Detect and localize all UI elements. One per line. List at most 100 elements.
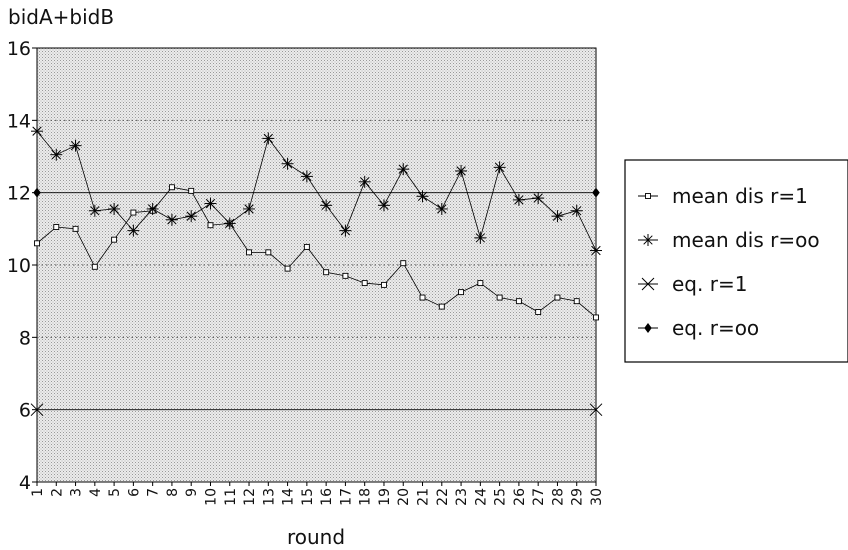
asterisk-stroke [379, 200, 389, 210]
asterisk-stroke [340, 225, 351, 236]
series-point-1 [512, 193, 525, 206]
asterisk-stroke [32, 126, 42, 136]
asterisk-stroke [643, 235, 653, 245]
asterisk-stroke [398, 164, 408, 174]
series-point-1 [146, 202, 159, 215]
y-tick-label: 4 [19, 472, 31, 494]
series-point-0 [111, 236, 118, 243]
series-point-1 [590, 244, 602, 257]
asterisk-stroke [475, 233, 486, 243]
x-tick-label: 20 [396, 488, 412, 506]
series-point-1 [262, 132, 275, 145]
asterisk-stroke [591, 245, 601, 256]
x-tick-label: 28 [550, 488, 566, 506]
legend: mean dis r=1 mean dis r=oo eq. r=1 eq. r=oo [624, 159, 848, 363]
x-tick-label: 26 [512, 488, 528, 506]
series-point-0 [168, 184, 175, 191]
y-axis-title: bidA+bidB [8, 5, 114, 29]
series-point-1 [339, 224, 352, 237]
legend-label-2: eq. r=1 [672, 272, 747, 296]
series-point-1 [416, 190, 429, 203]
series-markers [30, 125, 603, 417]
x-tick-label: 4 [88, 488, 104, 497]
series-point-1 [358, 175, 371, 188]
series-point-0 [130, 209, 137, 216]
asterisk-stroke [205, 198, 216, 209]
series-point-0 [535, 309, 542, 315]
series-point-1 [69, 139, 82, 152]
asterisk-stroke [225, 218, 235, 229]
asterisk-stroke [167, 215, 177, 225]
asterisk-stroke [186, 211, 196, 221]
series-point-1 [88, 204, 101, 217]
y-tick-label: 8 [19, 327, 31, 349]
x-tick-labels: 1 2 3 4 5 6 7 8 9 10 11 12 13 14 15 16 17 18 19 20 21 22 23 24 2… [30, 482, 605, 506]
asterisk-stroke [360, 177, 370, 187]
series-point-1 [474, 231, 487, 244]
asterisk-stroke [514, 195, 524, 205]
legend-label-0: mean dis r=1 [672, 184, 808, 208]
series-point-1 [204, 197, 217, 210]
x-tick-label: 8 [165, 488, 181, 497]
series-point-1 [435, 202, 448, 215]
series-point-0 [554, 294, 561, 301]
series-point-0 [400, 260, 407, 267]
asterisk-stroke [321, 200, 331, 210]
asterisk-stroke [51, 150, 61, 160]
legend-marker-0 [645, 193, 651, 199]
x-tick-label: 30 [589, 488, 605, 506]
x-tick-label: 1 [30, 488, 46, 497]
x-tick-label: 23 [454, 488, 470, 506]
asterisk-stroke [302, 171, 312, 182]
y-tick-label: 10 [7, 255, 31, 277]
asterisk-stroke [533, 193, 543, 203]
asterisk-stroke [90, 206, 100, 216]
series-point-3 [592, 187, 600, 198]
series-point-1 [377, 199, 390, 212]
x-tick-label: 13 [261, 488, 277, 506]
legend-marker-2 [641, 277, 655, 291]
series-point-0 [284, 265, 291, 272]
x-tick-label: 17 [338, 488, 354, 506]
x-axis-title: round [287, 525, 345, 549]
x-tick-label: 25 [493, 488, 509, 506]
series-point-1 [551, 210, 564, 223]
x-tick-label: 7 [146, 488, 162, 497]
x-tick-label: 10 [203, 488, 219, 506]
series-point-0 [265, 249, 272, 256]
series-point-1 [223, 217, 236, 230]
x-tick-label: 14 [281, 488, 297, 506]
series-point-1 [50, 148, 63, 161]
series-point-0 [496, 294, 503, 301]
x-tick-label: 19 [377, 488, 393, 506]
series-point-0 [477, 280, 484, 287]
x-tick-label: 21 [416, 488, 432, 506]
series-point-1 [532, 192, 545, 205]
series-point-1 [455, 164, 468, 177]
asterisk-stroke [572, 206, 582, 216]
series-point-0 [34, 240, 40, 247]
series-point-1 [281, 157, 294, 170]
series-point-0 [91, 263, 98, 270]
asterisk-stroke [70, 140, 81, 151]
series-point-1 [185, 210, 198, 223]
asterisk-stroke [552, 211, 563, 221]
series-line-0 [36, 186, 597, 318]
y-tick-label: 16 [7, 38, 31, 60]
y-tick-label: 12 [7, 183, 31, 205]
asterisk-stroke [494, 162, 505, 173]
series-point-0 [361, 280, 368, 287]
asterisk-stroke [244, 204, 254, 214]
legend-label-3: eq. r=oo [672, 316, 759, 340]
x-tick-label: 9 [184, 488, 200, 497]
x-tick-label: 12 [242, 488, 258, 506]
x-tick-label: 22 [435, 488, 451, 506]
x-tick-label: 16 [319, 488, 335, 506]
asterisk-stroke [263, 133, 273, 144]
series-point-0 [419, 294, 426, 301]
series-point-0 [53, 224, 60, 230]
y-tick-labels: 4 6 8 10 12 14 16 [7, 38, 37, 494]
series-point-1 [127, 224, 140, 237]
legend-marker-1 [642, 234, 654, 246]
series-point-0 [188, 187, 195, 194]
